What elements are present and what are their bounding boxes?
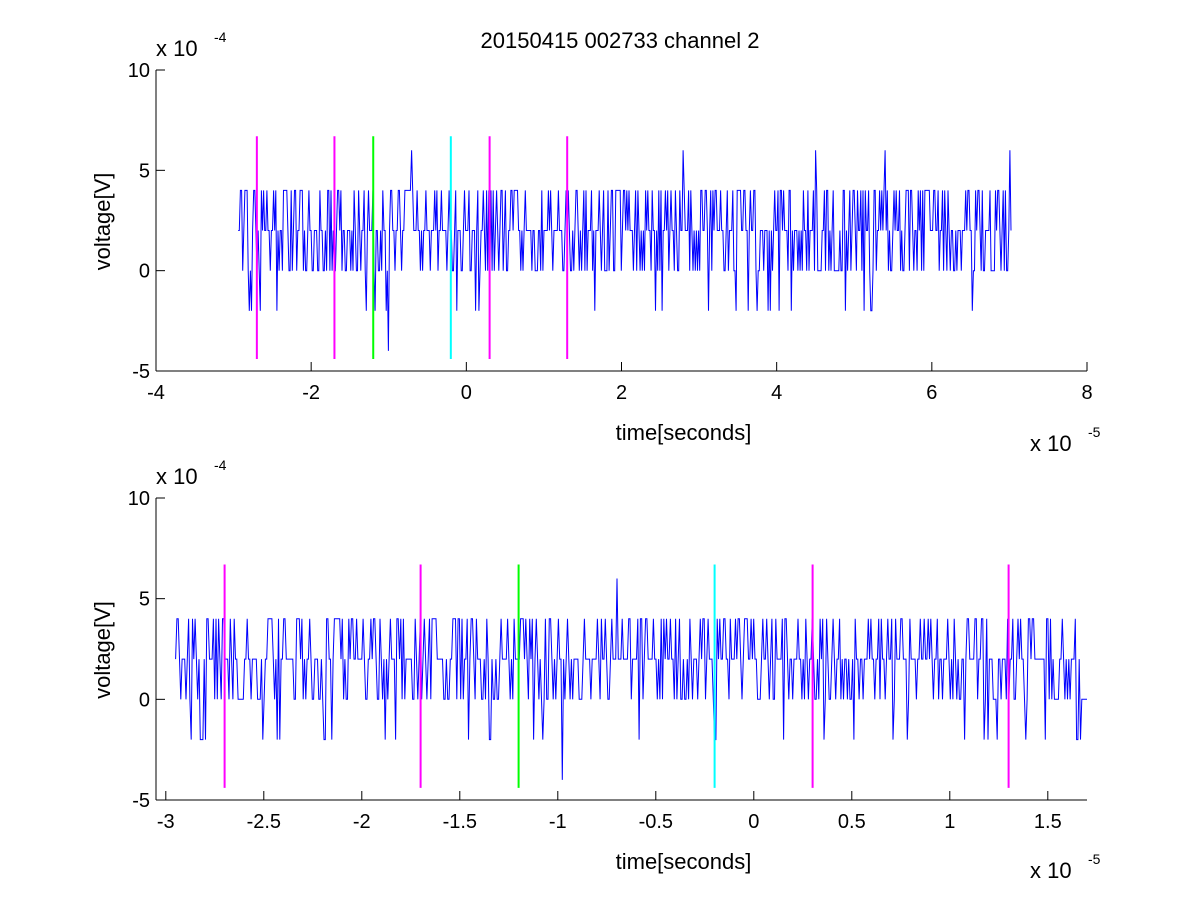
x-tick-label: 0.5 <box>838 811 866 833</box>
x-tick-label: 0 <box>461 382 472 404</box>
y-multiplier: x 10 <box>156 36 198 61</box>
y-tick-label: 0 <box>139 261 150 283</box>
x-tick-label: 4 <box>771 382 782 404</box>
voltage-series-line <box>175 578 1087 780</box>
x-axis-label: time[seconds] <box>616 849 752 874</box>
x-axis-label: time[seconds] <box>616 420 752 445</box>
y-tick-label: 5 <box>139 589 150 611</box>
y-multiplier-exponent: -4 <box>214 457 227 473</box>
y-multiplier-exponent: -4 <box>214 29 227 45</box>
x-tick-label: -4 <box>147 382 165 404</box>
voltage-series-line <box>238 150 1012 351</box>
x-multiplier-exponent: -5 <box>1088 851 1101 867</box>
x-tick-label: 2 <box>616 382 627 404</box>
y-tick-label: 0 <box>139 689 150 711</box>
figure-title: 20150415 002733 channel 2 <box>481 28 760 53</box>
y-tick-label: 10 <box>128 488 150 510</box>
bottom-plot: -3 -2.5 -2 -1.5 -1 -0.5 0 0.5 1 1.5 -5 0 5 10 time[sec… <box>90 457 1101 883</box>
x-tick-label: -2 <box>302 382 320 404</box>
y-axis-label: voltage[V] <box>90 601 115 699</box>
x-tick-label: -0.5 <box>639 811 673 833</box>
x-multiplier: x 10 <box>1030 858 1072 883</box>
x-tick-label: -1 <box>549 811 567 833</box>
x-multiplier: x 10 <box>1030 431 1072 456</box>
x-tick-label: 0 <box>748 811 759 833</box>
x-tick-label: -1.5 <box>443 811 477 833</box>
x-tick-label: 8 <box>1081 382 1092 404</box>
x-tick-label: 1.5 <box>1034 811 1062 833</box>
y-tick-label: 10 <box>128 60 150 82</box>
top-plot: -4 -2 0 2 4 6 8 -5 0 5 10 time[seconds] voltage[V] x … <box>90 29 1101 456</box>
x-tick-label: -2 <box>353 811 371 833</box>
y-axis-label: voltage[V] <box>90 173 115 271</box>
y-tick-label: 5 <box>139 160 150 182</box>
x-tick-label: -2.5 <box>247 811 281 833</box>
x-tick-label: -3 <box>157 811 175 833</box>
x-multiplier-exponent: -5 <box>1088 424 1101 440</box>
y-tick-label: -5 <box>132 790 150 812</box>
y-multiplier: x 10 <box>156 464 198 489</box>
x-tick-label: 1 <box>944 811 955 833</box>
y-tick-label: -5 <box>132 361 150 383</box>
x-tick-label: 6 <box>926 382 937 404</box>
